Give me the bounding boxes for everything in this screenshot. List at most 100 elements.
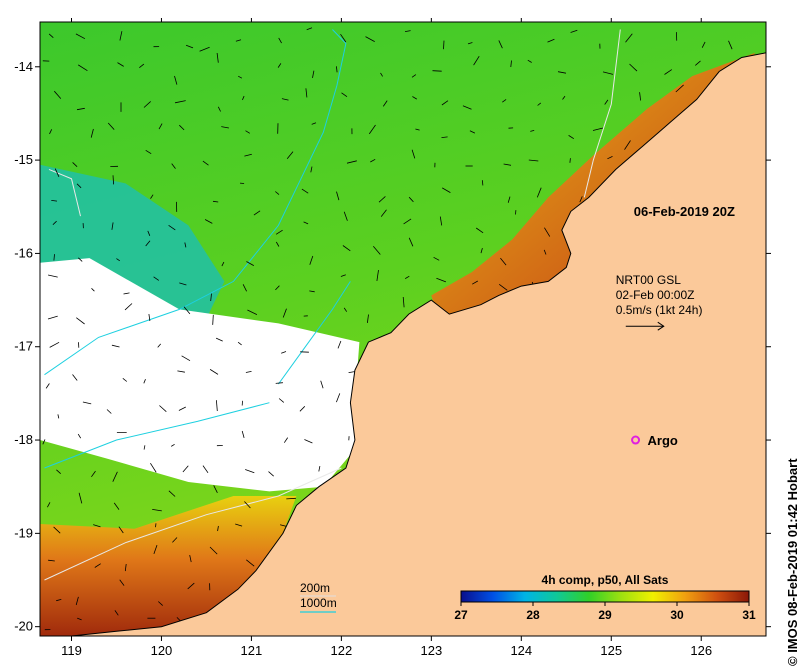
current-arrow bbox=[367, 314, 369, 323]
current-arrow bbox=[152, 509, 162, 512]
current-arrow bbox=[199, 46, 210, 52]
current-arrow bbox=[153, 276, 160, 281]
current-arrow bbox=[570, 29, 578, 33]
current-arrow bbox=[119, 31, 123, 41]
current-arrow bbox=[237, 341, 242, 346]
current-arrow bbox=[153, 544, 158, 555]
current-arrow bbox=[304, 439, 313, 444]
current-arrow bbox=[544, 227, 551, 237]
current-arrow bbox=[111, 222, 114, 230]
current-arrow bbox=[245, 130, 251, 134]
current-arrow bbox=[404, 30, 411, 32]
land-mass bbox=[71, 22, 766, 636]
current-arrow bbox=[281, 351, 287, 354]
current-arrow bbox=[168, 224, 176, 231]
current-arrow bbox=[467, 42, 473, 45]
current-arrow bbox=[118, 526, 124, 534]
current-arrow bbox=[370, 158, 376, 163]
current-arrow bbox=[527, 59, 532, 63]
current-arrow bbox=[568, 135, 575, 140]
current-arrow bbox=[340, 33, 347, 43]
current-arrow bbox=[143, 379, 146, 384]
current-arrow bbox=[242, 284, 247, 292]
current-arrow bbox=[235, 523, 243, 527]
current-arrow bbox=[432, 70, 442, 72]
current-arrow bbox=[75, 33, 86, 40]
current-arrow bbox=[376, 270, 379, 281]
current-arrow bbox=[204, 219, 213, 224]
current-arrow bbox=[77, 64, 88, 72]
current-arrow bbox=[245, 469, 255, 474]
current-arrow bbox=[148, 314, 151, 322]
current-arrow bbox=[244, 153, 252, 157]
current-arrow bbox=[246, 261, 254, 266]
current-arrow bbox=[664, 69, 673, 75]
current-arrow bbox=[181, 355, 191, 362]
current-arrow bbox=[119, 579, 125, 586]
current-arrow bbox=[215, 337, 223, 342]
current-arrow bbox=[480, 247, 483, 254]
argo-label: Argo bbox=[648, 433, 678, 448]
current-arrow bbox=[306, 27, 313, 31]
sst-colorbar: 4h comp, p50, All Sats 27 28 29 30 31 bbox=[454, 573, 756, 622]
current-arrow bbox=[158, 123, 163, 130]
current-arrow bbox=[172, 537, 178, 543]
current-arrow bbox=[279, 524, 287, 527]
current-arrow bbox=[498, 283, 508, 291]
current-arrow bbox=[72, 162, 78, 167]
current-arrow bbox=[380, 72, 383, 77]
current-arrow bbox=[442, 187, 451, 193]
y-tick-label: -19 bbox=[14, 525, 33, 540]
current-arrow bbox=[143, 101, 151, 108]
y-tick-label: -18 bbox=[14, 432, 33, 447]
current-arrow bbox=[157, 343, 162, 348]
current-arrow bbox=[174, 100, 186, 104]
y-tick-label: -15 bbox=[14, 152, 33, 167]
plot-frame bbox=[39, 21, 767, 637]
current-arrow bbox=[510, 60, 512, 68]
current-arrow bbox=[408, 237, 414, 247]
current-arrow bbox=[212, 200, 219, 203]
colorbar-tick-label: 29 bbox=[598, 608, 612, 622]
colorbar-tick-label: 27 bbox=[454, 608, 468, 622]
current-arrow bbox=[111, 344, 120, 348]
current-arrow bbox=[107, 122, 115, 130]
y-tick-label: -20 bbox=[14, 619, 33, 634]
current-arrow bbox=[604, 99, 609, 105]
current-arrow bbox=[56, 599, 62, 602]
current-arrow bbox=[343, 307, 348, 312]
current-arrow bbox=[500, 257, 507, 266]
current-arrow bbox=[90, 128, 94, 138]
current-arrow bbox=[537, 102, 542, 106]
current-arrow bbox=[77, 617, 82, 621]
current-arrow bbox=[202, 465, 209, 474]
current-arrow bbox=[368, 124, 376, 135]
current-arrow bbox=[408, 196, 414, 203]
no-data-region bbox=[40, 258, 360, 492]
colorbar-title: 4h comp, p50, All Sats bbox=[542, 573, 669, 587]
x-tick-label: 125 bbox=[600, 643, 622, 658]
timestamp-label: 06-Feb-2019 20Z bbox=[634, 204, 735, 219]
y-tick-label: -14 bbox=[14, 59, 33, 74]
current-arrow bbox=[402, 296, 405, 308]
current-arrow bbox=[675, 84, 684, 93]
current-arrow bbox=[318, 466, 321, 472]
current-arrow bbox=[411, 149, 416, 159]
current-arrow bbox=[245, 371, 252, 373]
current-arrow bbox=[124, 563, 127, 572]
current-arrow bbox=[48, 559, 55, 562]
current-arrow bbox=[507, 196, 511, 203]
current-arrow bbox=[53, 90, 62, 99]
current-arrow bbox=[49, 341, 60, 348]
current-arrow bbox=[728, 40, 733, 50]
current-arrow bbox=[473, 55, 480, 66]
colorbar-tick-label: 30 bbox=[670, 608, 684, 622]
current-arrow bbox=[286, 497, 296, 500]
current-arrow bbox=[159, 405, 167, 412]
current-arrow bbox=[336, 66, 338, 73]
current-arrow bbox=[72, 374, 78, 381]
current-arrow bbox=[112, 471, 118, 482]
current-arrow bbox=[247, 309, 258, 315]
current-arrow bbox=[174, 75, 178, 85]
current-arrow bbox=[462, 105, 472, 110]
